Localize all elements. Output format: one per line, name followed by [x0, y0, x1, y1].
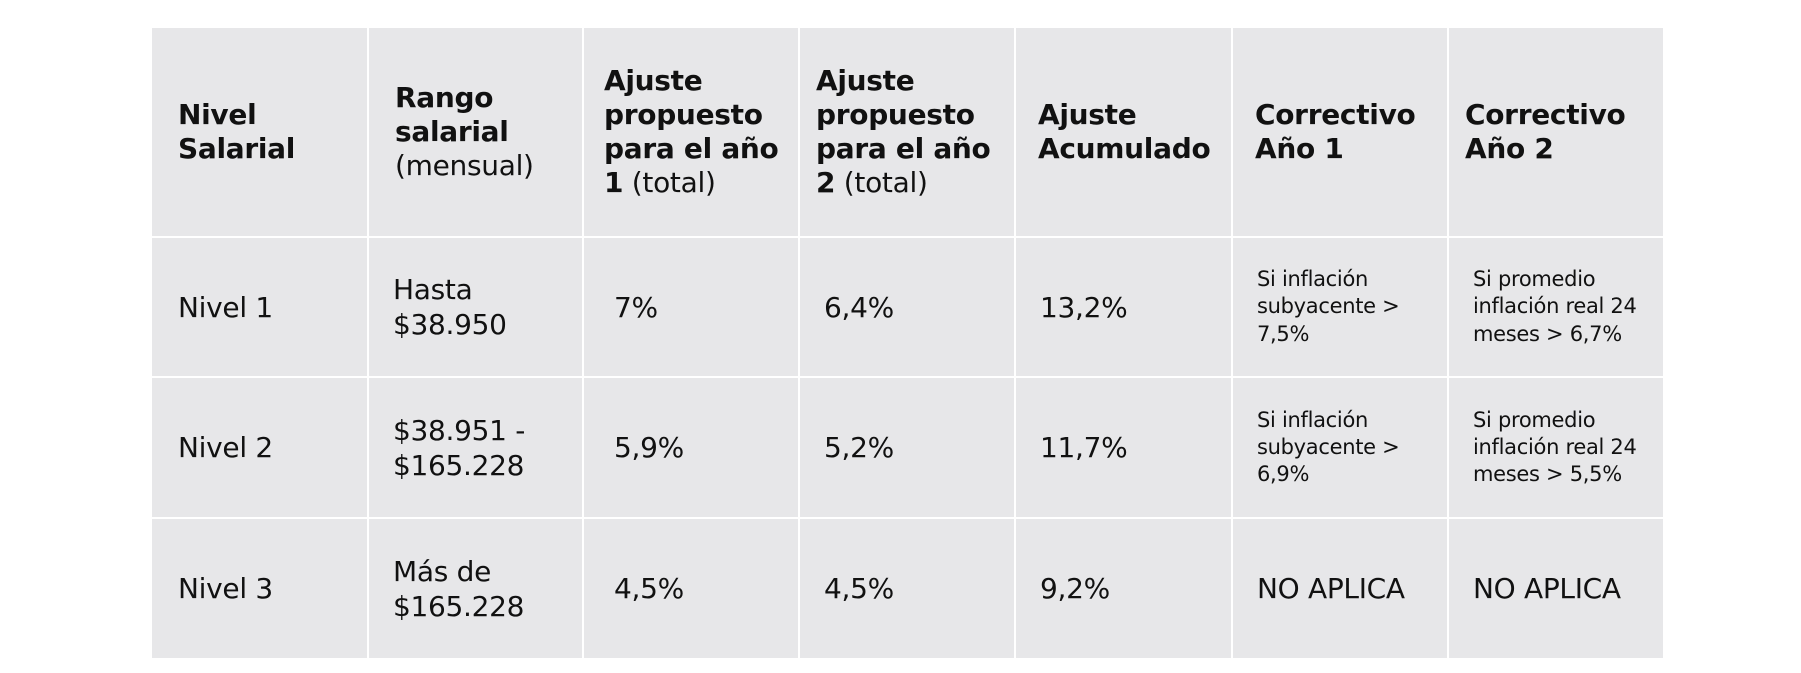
row-3-rango-text: Más de $165.228 — [393, 554, 525, 623]
row-2-rango: $38.951 - $165.228 — [369, 378, 582, 517]
row-1-correctivo-1: Si inflación subyacente > 7,5% — [1233, 238, 1447, 376]
row-2-correctivo-1-text: Si inflación subyacente > 6,9% — [1257, 407, 1400, 487]
row-1-correctivo-2: Si promedio inflación real 24 meses > 6,… — [1449, 238, 1663, 376]
row-2-ajuste-2: 5,2% — [800, 378, 1014, 517]
header-ajuste-ano-1-normal: (total) — [631, 166, 716, 200]
row-2-rango-text: $38.951 - $165.228 — [393, 413, 526, 482]
row-3-ajuste-1: 4,5% — [584, 519, 798, 658]
row-1-nivel: Nivel 1 — [152, 238, 367, 376]
header-correctivo-ano-2-bold: Correctivo Año 2 — [1465, 97, 1626, 165]
row-2-correctivo-1: Si inflación subyacente > 6,9% — [1233, 378, 1447, 517]
row-1-correctivo-1-text: Si inflación subyacente > 7,5% — [1257, 267, 1400, 346]
header-rango-salarial-bold: Rango salarial — [395, 80, 509, 148]
header-correctivo-ano-1-bold: Correctivo Año 1 — [1255, 97, 1416, 165]
header-correctivo-ano-2: Correctivo Año 2 — [1449, 28, 1663, 236]
header-correctivo-ano-1: Correctivo Año 1 — [1233, 28, 1447, 236]
row-3-ajuste-2: 4,5% — [800, 519, 1014, 658]
header-ajuste-ano-2: Ajuste propuesto para el año 2 (total) — [800, 28, 1014, 236]
header-ajuste-ano-1-text: Ajuste propuesto para el año 1 (total) — [604, 64, 790, 201]
header-nivel-salarial-text: Nivel Salarial — [178, 98, 318, 166]
header-ajuste-ano-1-bold: Ajuste propuesto para el año 1 — [604, 63, 779, 200]
row-3-rango: Más de $165.228 — [369, 519, 582, 658]
header-correctivo-ano-2-text: Correctivo Año 2 — [1465, 98, 1645, 166]
row-1-ajuste-1: 7% — [584, 238, 798, 376]
row-1-rango: Hasta $38.950 — [369, 238, 582, 376]
row-3-acumulado: 9,2% — [1016, 519, 1231, 658]
row-3-correctivo-2: NO APLICA — [1449, 519, 1663, 658]
row-2-nivel: Nivel 2 — [152, 378, 367, 517]
header-nivel-salarial-bold: Nivel Salarial — [178, 97, 296, 165]
row-1-correctivo-2-text: Si promedio inflación real 24 meses > 6,… — [1473, 267, 1637, 346]
row-3-correctivo-1: NO APLICA — [1233, 519, 1447, 658]
header-ajuste-ano-2-normal: (total) — [843, 166, 928, 200]
row-3-nivel: Nivel 3 — [152, 519, 367, 658]
header-rango-salarial-text: Rango salarial (mensual) — [395, 81, 555, 183]
header-ajuste-ano-2-bold: Ajuste propuesto para el año 2 — [816, 63, 991, 200]
salary-adjustment-table: Nivel Salarial Rango salarial (mensual) … — [152, 28, 1663, 662]
row-1-rango-text: Hasta $38.950 — [393, 273, 507, 341]
header-ajuste-ano-1: Ajuste propuesto para el año 1 (total) — [584, 28, 798, 236]
header-ajuste-acumulado-bold: Ajuste Acumulado — [1038, 97, 1211, 165]
row-2-correctivo-2: Si promedio inflación real 24 meses > 5,… — [1449, 378, 1663, 517]
row-1-acumulado: 13,2% — [1016, 238, 1231, 376]
header-rango-salarial: Rango salarial (mensual) — [369, 28, 582, 236]
row-2-ajuste-1: 5,9% — [584, 378, 798, 517]
header-ajuste-acumulado-text: Ajuste Acumulado — [1038, 98, 1218, 166]
row-1-ajuste-2: 6,4% — [800, 238, 1014, 376]
header-rango-salarial-normal: (mensual) — [395, 149, 534, 183]
header-nivel-salarial: Nivel Salarial — [152, 28, 367, 236]
header-correctivo-ano-1-text: Correctivo Año 1 — [1255, 98, 1435, 166]
row-2-correctivo-2-text: Si promedio inflación real 24 meses > 5,… — [1473, 407, 1637, 487]
header-ajuste-ano-2-text: Ajuste propuesto para el año 2 (total) — [816, 64, 1006, 201]
row-2-acumulado: 11,7% — [1016, 378, 1231, 517]
header-ajuste-acumulado: Ajuste Acumulado — [1016, 28, 1231, 236]
